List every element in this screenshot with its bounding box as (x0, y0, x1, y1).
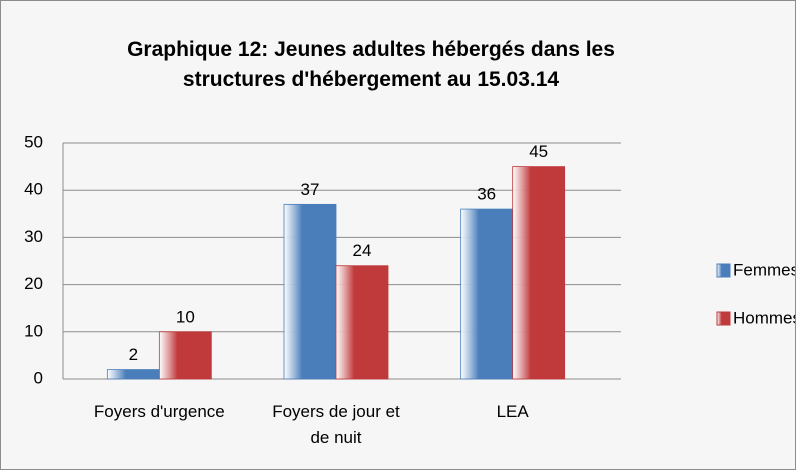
x-tick-label: LEA (496, 402, 529, 421)
x-tick-label: Foyers de jour et de nuit (272, 402, 400, 447)
chart-title: Graphique 12: Jeunes adultes hébergés da… (127, 38, 615, 91)
y-tick-label: 10 (24, 321, 43, 340)
legend-swatch (716, 311, 731, 326)
bar (335, 265, 389, 380)
bar (460, 208, 514, 380)
y-tick-label: 0 (34, 368, 43, 387)
value-label: 37 (301, 180, 320, 199)
bar (283, 203, 337, 380)
y-tick-label: 30 (24, 227, 43, 246)
bar (158, 331, 212, 380)
value-label: 2 (129, 345, 138, 364)
value-label: 45 (529, 142, 548, 161)
y-tick-label: 20 (24, 274, 43, 293)
y-tick-label: 50 (24, 132, 43, 151)
value-label: 10 (176, 307, 195, 326)
x-tick-label: Foyers d'urgence (93, 402, 225, 421)
legend-label: Femmes (733, 260, 795, 279)
bar (512, 166, 566, 380)
bar (106, 369, 160, 380)
legend-swatch (716, 263, 731, 278)
value-label: 36 (477, 185, 496, 204)
value-label: 24 (353, 241, 372, 260)
legend-label: Hommes (733, 308, 795, 327)
y-tick-label: 40 (24, 180, 43, 199)
